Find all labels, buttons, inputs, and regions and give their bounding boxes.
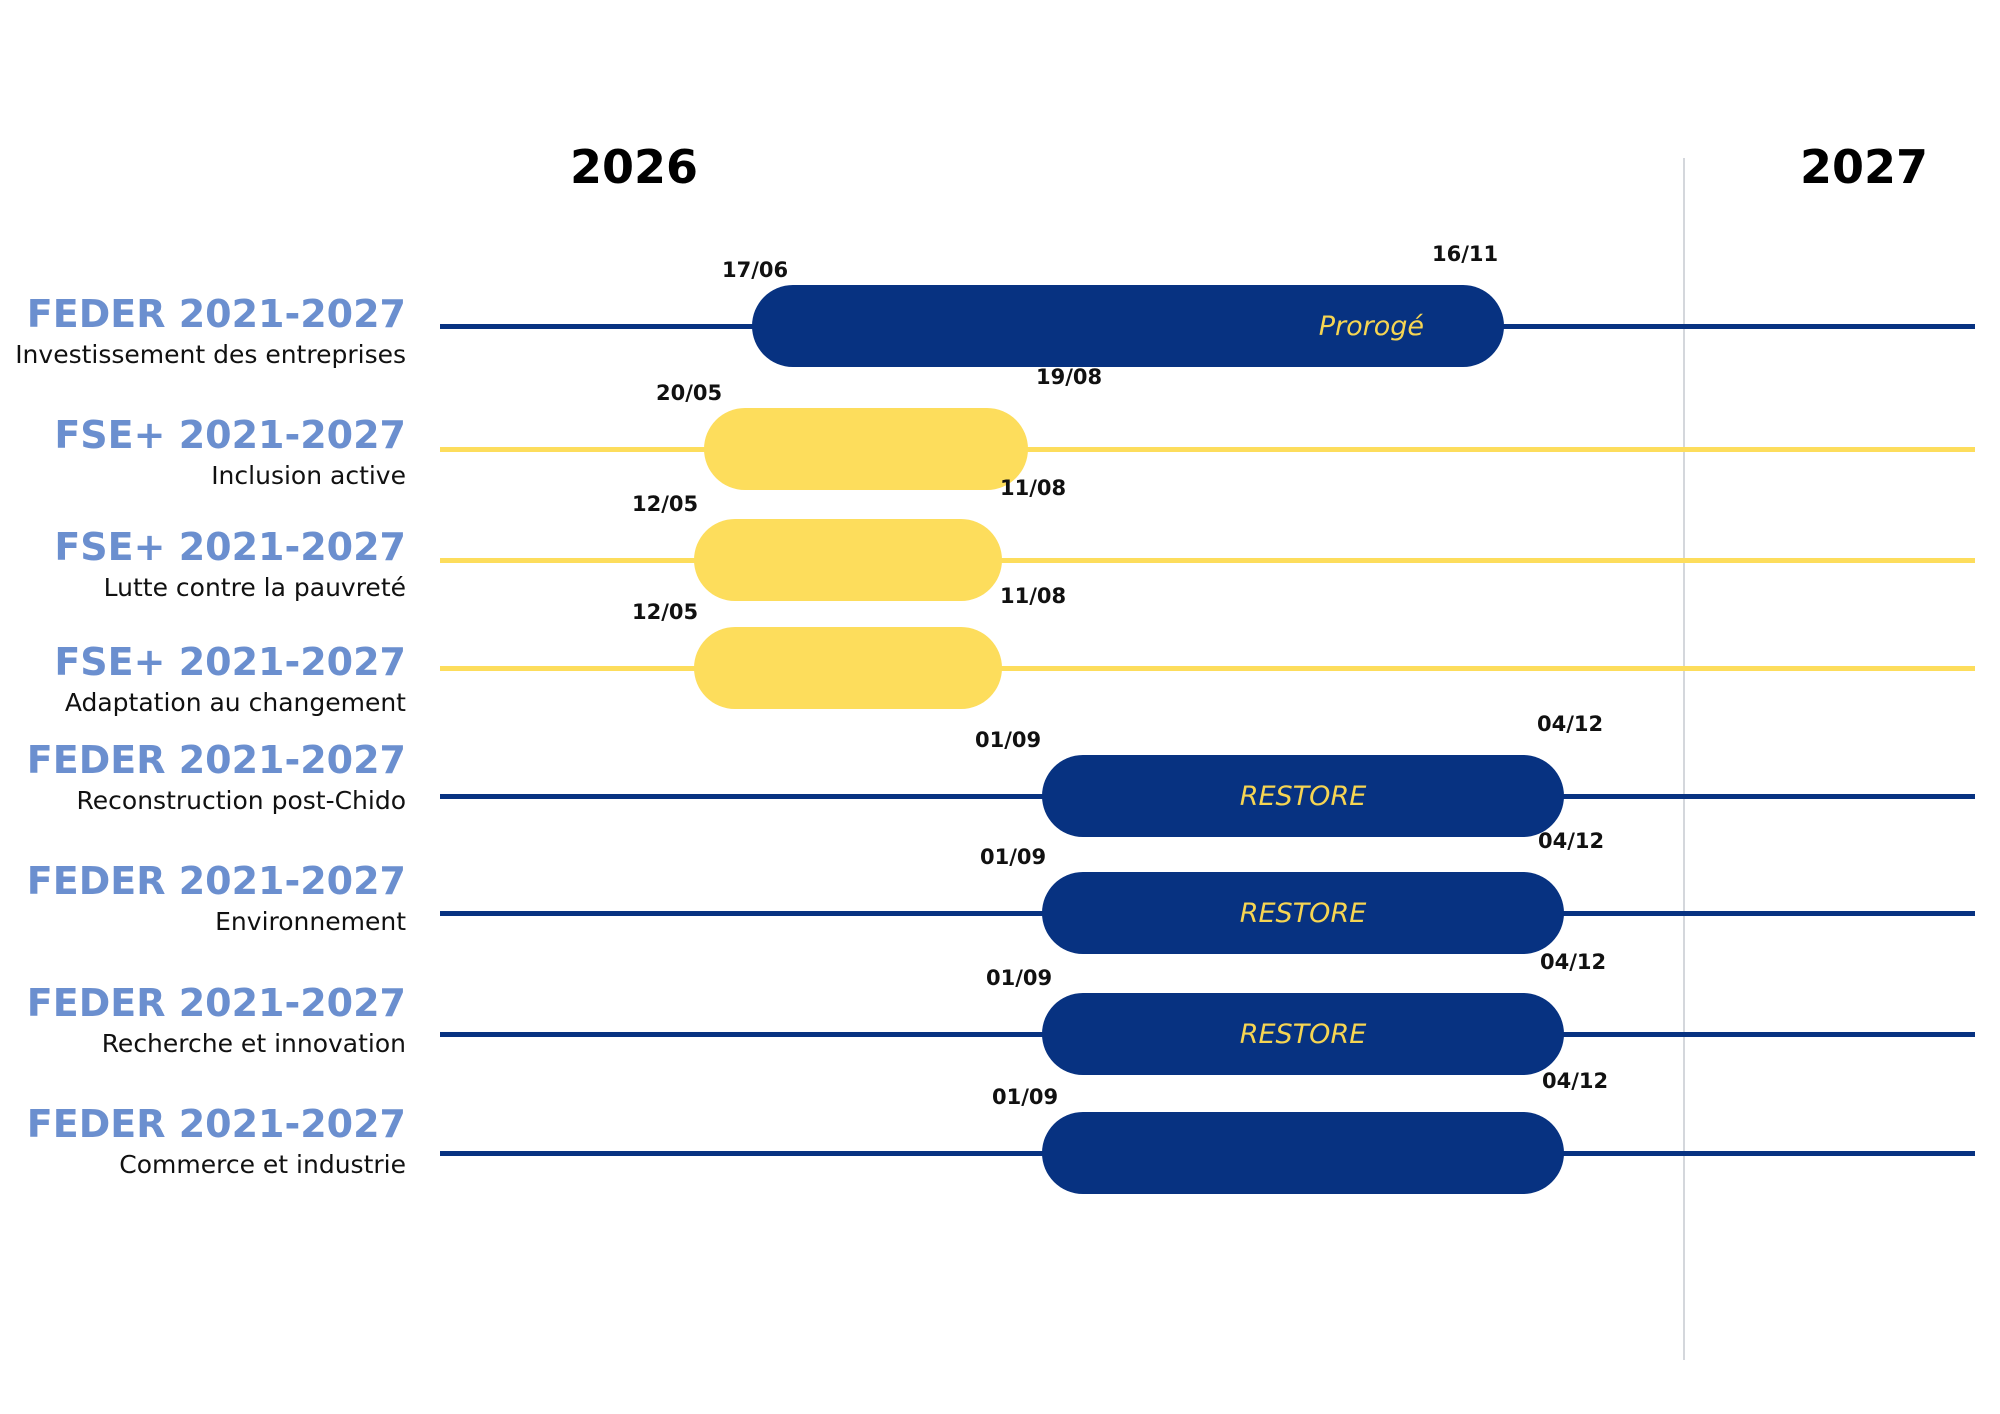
timeline-line — [440, 447, 1975, 452]
row-label: FEDER 2021-2027 Environnement — [27, 859, 406, 936]
period-bar-label: RESTORE — [1239, 780, 1367, 812]
row-label: FEDER 2021-2027 Commerce et industrie — [27, 1102, 406, 1179]
program-title: FSE+ 2021-2027 — [54, 525, 406, 569]
program-subtitle: Commerce et industrie — [119, 1150, 406, 1179]
year-divider — [1683, 158, 1685, 1360]
start-date: 17/06 — [722, 258, 789, 282]
end-date: 11/08 — [1000, 476, 1067, 500]
row-label: FSE+ 2021-2027 Lutte contre la pauvreté — [54, 525, 406, 602]
period-bar-label: RESTORE — [1239, 897, 1367, 929]
row-label: FEDER 2021-2027 Investissement des entrep… — [15, 292, 406, 369]
program-subtitle: Inclusion active — [211, 461, 406, 490]
period-bar: RESTORE — [1042, 993, 1564, 1075]
start-date: 01/09 — [992, 1085, 1059, 1109]
period-bar — [704, 408, 1028, 490]
period-bar-label: Prorogé — [1318, 310, 1424, 342]
start-date: 20/05 — [656, 381, 723, 405]
period-bar-label: RESTORE — [1239, 1018, 1367, 1050]
timeline-line — [440, 666, 1975, 671]
program-title: FEDER 2021-2027 — [26, 859, 406, 903]
end-date: 19/08 — [1036, 365, 1103, 389]
row-label: FEDER 2021-2027 Reconstruction post-Chido — [27, 738, 406, 815]
end-date: 04/12 — [1538, 829, 1605, 853]
period-bar — [694, 519, 1002, 601]
row-label: FSE+ 2021-2027 Adaptation au changement — [54, 640, 406, 717]
period-bar — [1042, 1112, 1564, 1194]
end-date: 16/11 — [1432, 242, 1499, 266]
timeline-line — [440, 558, 1975, 563]
program-subtitle: Reconstruction post-Chido — [76, 786, 406, 815]
program-title: FEDER 2021-2027 — [26, 981, 406, 1025]
start-date: 12/05 — [632, 492, 699, 516]
end-date: 11/08 — [1000, 584, 1067, 608]
period-bar — [694, 627, 1002, 709]
start-date: 12/05 — [632, 600, 699, 624]
program-subtitle: Adaptation au changement — [64, 688, 406, 717]
program-title: FEDER 2021-2027 — [26, 738, 406, 782]
end-date: 04/12 — [1540, 950, 1607, 974]
program-subtitle: Lutte contre la pauvreté — [103, 573, 406, 602]
program-title: FSE+ 2021-2027 — [54, 413, 406, 457]
row-label: FSE+ 2021-2027 Inclusion active — [54, 413, 406, 490]
start-date: 01/09 — [986, 966, 1053, 990]
row-label: FEDER 2021-2027 Recherche et innovation — [27, 981, 406, 1058]
program-subtitle: Environnement — [215, 907, 406, 936]
end-date: 04/12 — [1542, 1069, 1609, 1093]
start-date: 01/09 — [975, 728, 1042, 752]
year-2026-label: 2026 — [570, 140, 699, 194]
program-subtitle: Investissement des entreprises — [15, 340, 406, 369]
period-bar: RESTORE — [1042, 872, 1564, 954]
program-title: FSE+ 2021-2027 — [54, 640, 406, 684]
start-date: 01/09 — [980, 845, 1047, 869]
end-date: 04/12 — [1537, 712, 1604, 736]
year-2027-label: 2027 — [1800, 140, 1929, 194]
program-title: FEDER 2021-2027 — [26, 292, 406, 336]
program-subtitle: Recherche et innovation — [101, 1029, 406, 1058]
program-title: FEDER 2021-2027 — [26, 1102, 406, 1146]
period-bar: Prorogé — [752, 285, 1504, 367]
period-bar: RESTORE — [1042, 755, 1564, 837]
